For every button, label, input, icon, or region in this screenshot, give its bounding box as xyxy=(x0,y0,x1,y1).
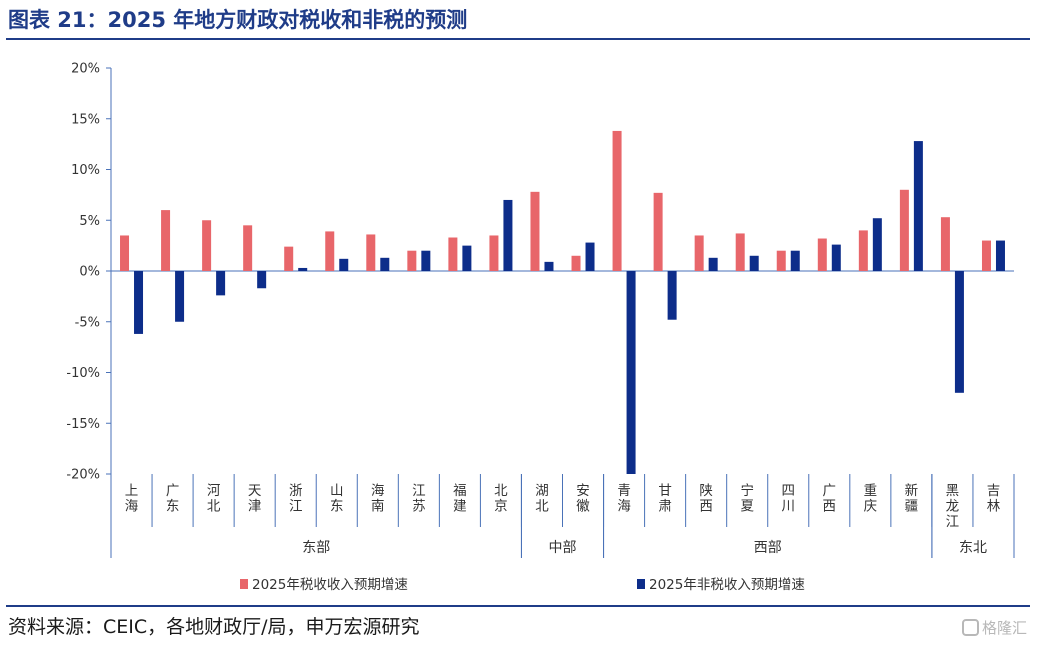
x-category-label: 浙江 xyxy=(289,483,303,515)
x-category-label: 四川 xyxy=(782,483,796,515)
y-tick-label: 10% xyxy=(71,163,100,178)
x-category-label: 湖北 xyxy=(535,483,549,515)
y-tick-label: 15% xyxy=(71,112,100,127)
x-category-label: 山东 xyxy=(330,483,344,515)
x-category-label: 青海 xyxy=(617,483,631,515)
bar-nontax-growth xyxy=(913,141,923,271)
title-divider xyxy=(6,38,1030,40)
bar-tax-growth xyxy=(325,231,335,271)
bar-tax-growth xyxy=(161,210,171,271)
chart-title: 图表 21：2025 年地方财政对税收和非税的预测 xyxy=(8,8,468,32)
bar-tax-growth xyxy=(530,191,540,271)
bar-tax-growth xyxy=(940,217,950,271)
bar-nontax-growth xyxy=(749,255,759,271)
x-category-label: 福建 xyxy=(453,483,467,515)
x-category-label: 宁夏 xyxy=(740,482,754,515)
x-group-label: 中部 xyxy=(549,540,577,556)
y-tick-label: -5% xyxy=(75,315,100,330)
x-group-label: 东北 xyxy=(959,540,987,556)
bar-tax-growth xyxy=(694,235,704,271)
bar-tax-growth xyxy=(448,237,458,271)
bar-nontax-growth xyxy=(339,258,349,271)
y-tick-label: 0% xyxy=(79,265,100,280)
bar-nontax-growth xyxy=(585,242,595,271)
bar-tax-growth xyxy=(571,255,581,271)
bar-nontax-growth xyxy=(544,261,554,271)
x-group-label: 西部 xyxy=(754,540,782,556)
bar-tax-growth xyxy=(366,234,376,271)
chart-canvas: 20% 15% 10% 5% 0% -5% -10% -15% -20% 上海广东河北天津浙江山东… xyxy=(66,62,1015,593)
bar-nontax-growth xyxy=(954,271,964,393)
watermark-text: 格隆汇 xyxy=(982,619,1028,637)
bar-nontax-growth xyxy=(298,267,308,271)
bar-nontax-growth xyxy=(134,271,144,334)
x-category-label: 江苏 xyxy=(412,483,426,515)
x-category-label: 陕西 xyxy=(699,483,713,515)
x-category-label: 广东 xyxy=(166,483,180,515)
watermark: 格隆汇 xyxy=(962,616,1027,640)
bar-tax-growth xyxy=(776,250,786,271)
y-tick-label: -20% xyxy=(66,468,100,483)
bar-nontax-growth xyxy=(462,245,472,271)
bar-nontax-growth xyxy=(216,271,226,296)
x-category-label: 吉林 xyxy=(987,483,1001,515)
watermark-logo-icon xyxy=(962,619,979,636)
bar-nontax-growth xyxy=(380,257,390,271)
bar-tax-growth xyxy=(489,235,499,271)
x-category-label: 甘肃 xyxy=(658,483,672,515)
x-category-label: 重庆 xyxy=(864,483,878,515)
bar-nontax-growth xyxy=(175,271,185,322)
x-category-label: 河北 xyxy=(207,483,221,515)
bar-nontax-growth xyxy=(995,240,1005,271)
bar-tax-growth xyxy=(243,225,253,271)
bar-nontax-growth xyxy=(626,271,636,474)
bar-tax-growth xyxy=(612,130,622,271)
bar-tax-growth xyxy=(120,235,130,271)
x-category-label: 天津 xyxy=(248,483,262,515)
bar-nontax-growth xyxy=(503,199,513,271)
x-group-label: 东部 xyxy=(302,540,330,556)
bar-nontax-growth xyxy=(257,271,267,289)
x-category-label: 海南 xyxy=(371,483,385,515)
x-category-label: 新疆 xyxy=(905,483,919,515)
legend-label-tax: 2025年税收收入预期增速 xyxy=(252,577,408,593)
x-category-label: 安徽 xyxy=(576,483,590,515)
bar-tax-growth xyxy=(653,192,663,271)
footer-divider xyxy=(6,605,1030,607)
legend-swatch-tax xyxy=(240,579,248,589)
x-category-label: 黑龙江 xyxy=(946,483,960,530)
source-note: 资料来源：CEIC，各地财政厅/局，申万宏源研究 xyxy=(8,616,420,638)
bar-tax-growth xyxy=(981,240,991,271)
y-tick-label: -15% xyxy=(66,417,100,432)
bar-tax-growth xyxy=(202,220,212,271)
bar-nontax-growth xyxy=(667,271,677,320)
y-tick-label: 20% xyxy=(71,62,100,77)
bar-nontax-growth xyxy=(790,250,800,271)
bar-nontax-growth xyxy=(831,244,841,271)
x-category-label: 上海 xyxy=(125,483,139,515)
y-tick-label: 5% xyxy=(79,214,100,229)
bar-tax-growth xyxy=(817,238,827,271)
y-tick-label: -10% xyxy=(66,366,100,381)
legend-label-nontax: 2025年非税收入预期增速 xyxy=(649,577,805,593)
bar-tax-growth xyxy=(735,233,745,271)
x-category-label: 北京 xyxy=(494,483,508,515)
bar-tax-growth xyxy=(899,189,909,271)
bar-nontax-growth xyxy=(872,218,882,271)
bar-tax-growth xyxy=(858,230,868,271)
bar-nontax-growth xyxy=(421,250,431,271)
x-category-label: 广西 xyxy=(823,483,837,515)
bar-tax-growth xyxy=(284,246,294,271)
legend-swatch-nontax xyxy=(637,579,645,589)
bar-tax-growth xyxy=(407,250,417,271)
bar-nontax-growth xyxy=(708,257,718,271)
